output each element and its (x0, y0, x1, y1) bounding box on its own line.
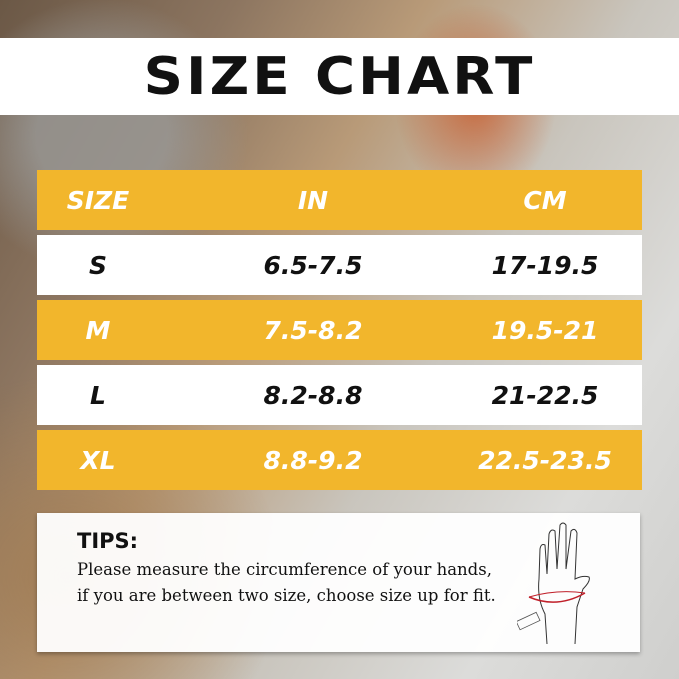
cell-cm: 21-22.5 (491, 380, 599, 410)
cell-size: XL (80, 445, 116, 475)
hand-measure-icon (517, 522, 590, 645)
cell-cm: 22.5-23.5 (478, 445, 612, 475)
page-title: SIZE CHART (143, 46, 536, 107)
header-cm: CM (523, 185, 567, 215)
title-band: SIZE CHART (0, 38, 679, 115)
cell-in: 7.5-8.2 (263, 315, 363, 345)
tips-heading: TIPS: (77, 529, 139, 553)
table-header: SIZE IN CM (37, 170, 642, 230)
cell-cm: 17-19.5 (491, 250, 599, 280)
cell-size: L (90, 380, 106, 410)
table-row: L 8.2-8.8 21-22.5 (37, 365, 642, 425)
cell-in: 6.5-7.5 (263, 250, 363, 280)
table-row: XL 8.8-9.2 22.5-23.5 (37, 430, 642, 490)
table-row: S 6.5-7.5 17-19.5 (37, 235, 642, 295)
header-in: IN (297, 185, 329, 215)
tips-text: Please measure the circumference of your… (77, 560, 496, 605)
cell-cm: 19.5-21 (491, 315, 599, 345)
cell-size: S (88, 250, 107, 280)
tips-box: TIPS: Please measure the circumference o… (37, 513, 640, 652)
table-row: M 7.5-8.2 19.5-21 (37, 300, 642, 360)
header-size: SIZE (66, 185, 130, 215)
cell-in: 8.2-8.8 (263, 380, 363, 410)
cell-in: 8.8-9.2 (263, 445, 363, 475)
cell-size: M (85, 315, 111, 345)
